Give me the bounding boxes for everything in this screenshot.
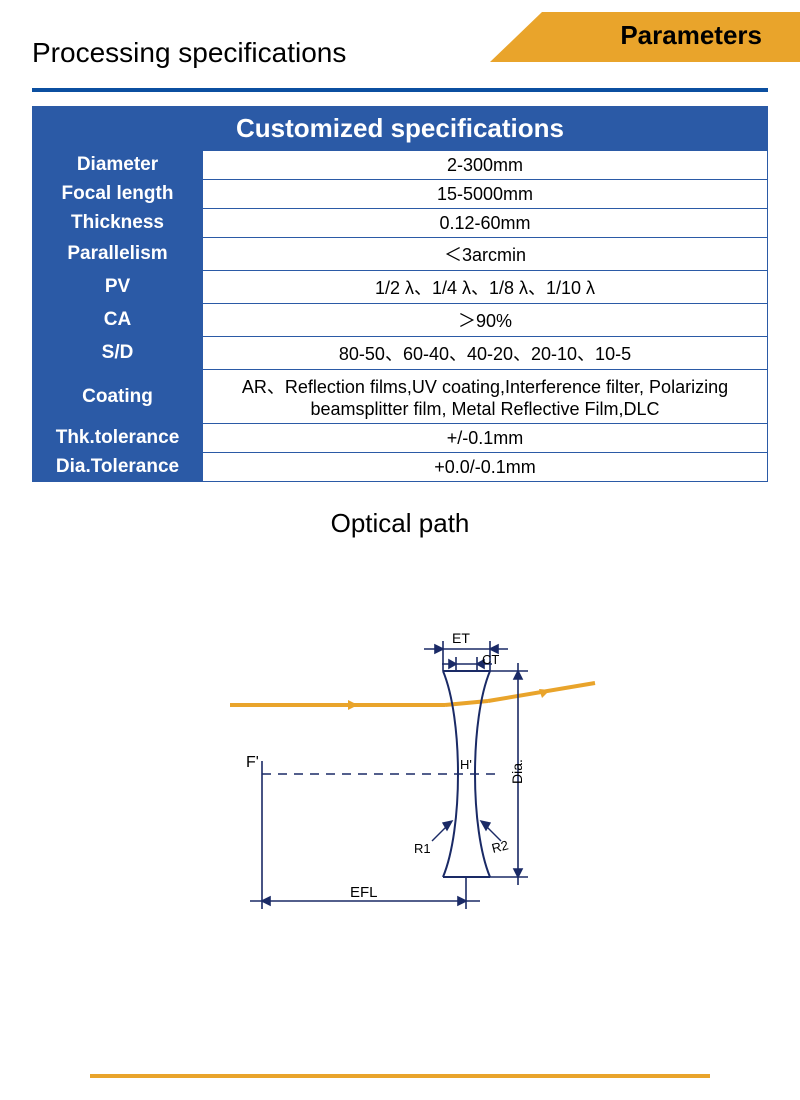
spec-value: +0.0/-0.1mm — [203, 453, 768, 482]
spec-value: ＜3arcmin — [203, 238, 768, 271]
r2-leader — [481, 821, 501, 841]
optical-path-title: Optical path — [0, 508, 800, 539]
spec-value: 15-5000mm — [203, 180, 768, 209]
spec-value: ＞90% — [203, 304, 768, 337]
beam-line — [230, 683, 595, 710]
table-row: Thk.tolerance+/-0.1mm — [33, 424, 768, 453]
table-row: PV1/2 λ、1/4 λ、1/8 λ、1/10 λ — [33, 271, 768, 304]
spec-label: CA — [33, 304, 203, 337]
ct-label: CT — [482, 652, 499, 667]
header-rule — [32, 88, 768, 92]
table-row: Diameter2-300mm — [33, 151, 768, 180]
table-row: S/D80-50、60-40、40-20、20-10、10-5 — [33, 337, 768, 370]
parameters-tab: Parameters — [490, 12, 800, 62]
efl-label: EFL — [350, 884, 378, 901]
et-label: ET — [452, 630, 470, 646]
spec-label: Parallelism — [33, 238, 203, 271]
footer-rule — [90, 1074, 710, 1078]
spec-label: Focal length — [33, 180, 203, 209]
table-row: Parallelism＜3arcmin — [33, 238, 768, 271]
table-row: Focal length15-5000mm — [33, 180, 768, 209]
table-row: CA＞90% — [33, 304, 768, 337]
dia-label: Dia. — [509, 759, 525, 784]
r2-label: R2 — [490, 837, 510, 856]
spec-label: Coating — [33, 370, 203, 424]
spec-value: 1/2 λ、1/4 λ、1/8 λ、1/10 λ — [203, 271, 768, 304]
spec-label: S/D — [33, 337, 203, 370]
spec-label: Thk.tolerance — [33, 424, 203, 453]
spec-label: Dia.Tolerance — [33, 453, 203, 482]
spec-label: Diameter — [33, 151, 203, 180]
f-label: F' — [246, 754, 259, 771]
r1-leader — [432, 821, 452, 841]
spec-table: Customized specifications Diameter2-300m… — [32, 106, 768, 482]
spec-label: Thickness — [33, 209, 203, 238]
h-label: H' — [460, 757, 472, 772]
spec-label: PV — [33, 271, 203, 304]
optical-path-diagram: ET CT F' H' — [190, 609, 610, 939]
table-row: Dia.Tolerance+0.0/-0.1mm — [33, 453, 768, 482]
parameters-label: Parameters — [620, 20, 762, 51]
section-title: Processing specifications — [32, 37, 346, 69]
spec-table-header: Customized specifications — [33, 107, 768, 151]
table-row: CoatingAR、Reflection films,UV coating,In… — [33, 370, 768, 424]
spec-value: 0.12-60mm — [203, 209, 768, 238]
table-row: Thickness0.12-60mm — [33, 209, 768, 238]
spec-value: 2-300mm — [203, 151, 768, 180]
r1-label: R1 — [414, 841, 431, 856]
spec-value: AR、Reflection films,UV coating,Interfere… — [203, 370, 768, 424]
spec-value: 80-50、60-40、40-20、20-10、10-5 — [203, 337, 768, 370]
spec-value: +/-0.1mm — [203, 424, 768, 453]
